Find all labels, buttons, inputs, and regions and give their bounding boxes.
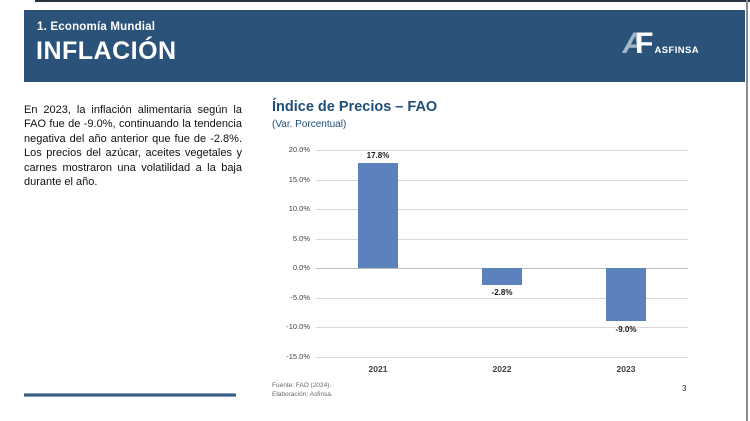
gridline — [316, 150, 688, 151]
chart-title: Índice de Precios – FAO — [272, 99, 438, 115]
section-kicker: 1. Economía Mundial — [37, 21, 156, 33]
y-axis-tick-label: 0.0% — [292, 263, 310, 273]
x-axis-tick-label: 2023 — [616, 364, 636, 374]
y-axis-tick-label: 20.0% — [288, 145, 310, 154]
bar-2022 — [482, 268, 522, 285]
gridline — [316, 209, 688, 211]
data-label-2023: -9.0% — [615, 324, 637, 334]
y-axis-tick-label: 15.0% — [288, 174, 310, 184]
fao-price-index-bar-chart: 20.0% 15.0% 10.0% 5.0% 0.0% -5.0% -10.0% -15.0%… — [272, 142, 688, 382]
y-axis-tick-label: 5.0% — [292, 233, 310, 243]
gridline — [316, 238, 688, 240]
y-axis-tick-label: -5.0% — [290, 292, 310, 302]
chart-source-note: Fuente: FAO (2024). Elaboración: Asfinsa… — [272, 381, 333, 399]
y-axis-tick-label: 10.0% — [288, 204, 310, 214]
logo-monogram-f: F — [635, 27, 654, 60]
asfinsa-logo: A F ASFINSA — [623, 29, 700, 59]
window-right-edge — [746, 0, 748, 421]
x-axis-tick-label: 2021 — [368, 364, 388, 374]
source-line: Elaboración: Asfinsa. — [272, 391, 333, 399]
logo-monogram-a: A — [622, 27, 645, 60]
gridline — [316, 357, 688, 358]
commentary-paragraph: En 2023, la inflación alimentaria según … — [24, 104, 242, 189]
y-axis-tick-label: -10.0% — [286, 322, 310, 332]
gridline — [316, 327, 688, 329]
slide-title: INFLACIÓN — [36, 37, 177, 65]
bar-2021 — [358, 163, 398, 269]
y-axis-tick-label: -15.0% — [286, 352, 310, 361]
data-label-2021: 17.8% — [366, 151, 390, 160]
data-label-2022: -2.8% — [491, 287, 513, 297]
slide-header-band: 1. Economía Mundial INFLACIÓN A F ASFINS… — [24, 10, 745, 82]
chart-subtitle: (Var. Porcentual) — [272, 119, 347, 130]
x-axis-tick-label: 2022 — [492, 364, 512, 374]
gridline — [316, 179, 688, 181]
bar-2023 — [606, 268, 646, 322]
logo-wordmark: ASFINSA — [654, 45, 699, 56]
source-line: Fuente: FAO (2024). — [272, 382, 332, 389]
gridline — [316, 297, 688, 299]
window-top-edge — [35, 0, 750, 2]
footer-accent-line — [24, 393, 236, 397]
page-number: 3 — [682, 384, 687, 393]
